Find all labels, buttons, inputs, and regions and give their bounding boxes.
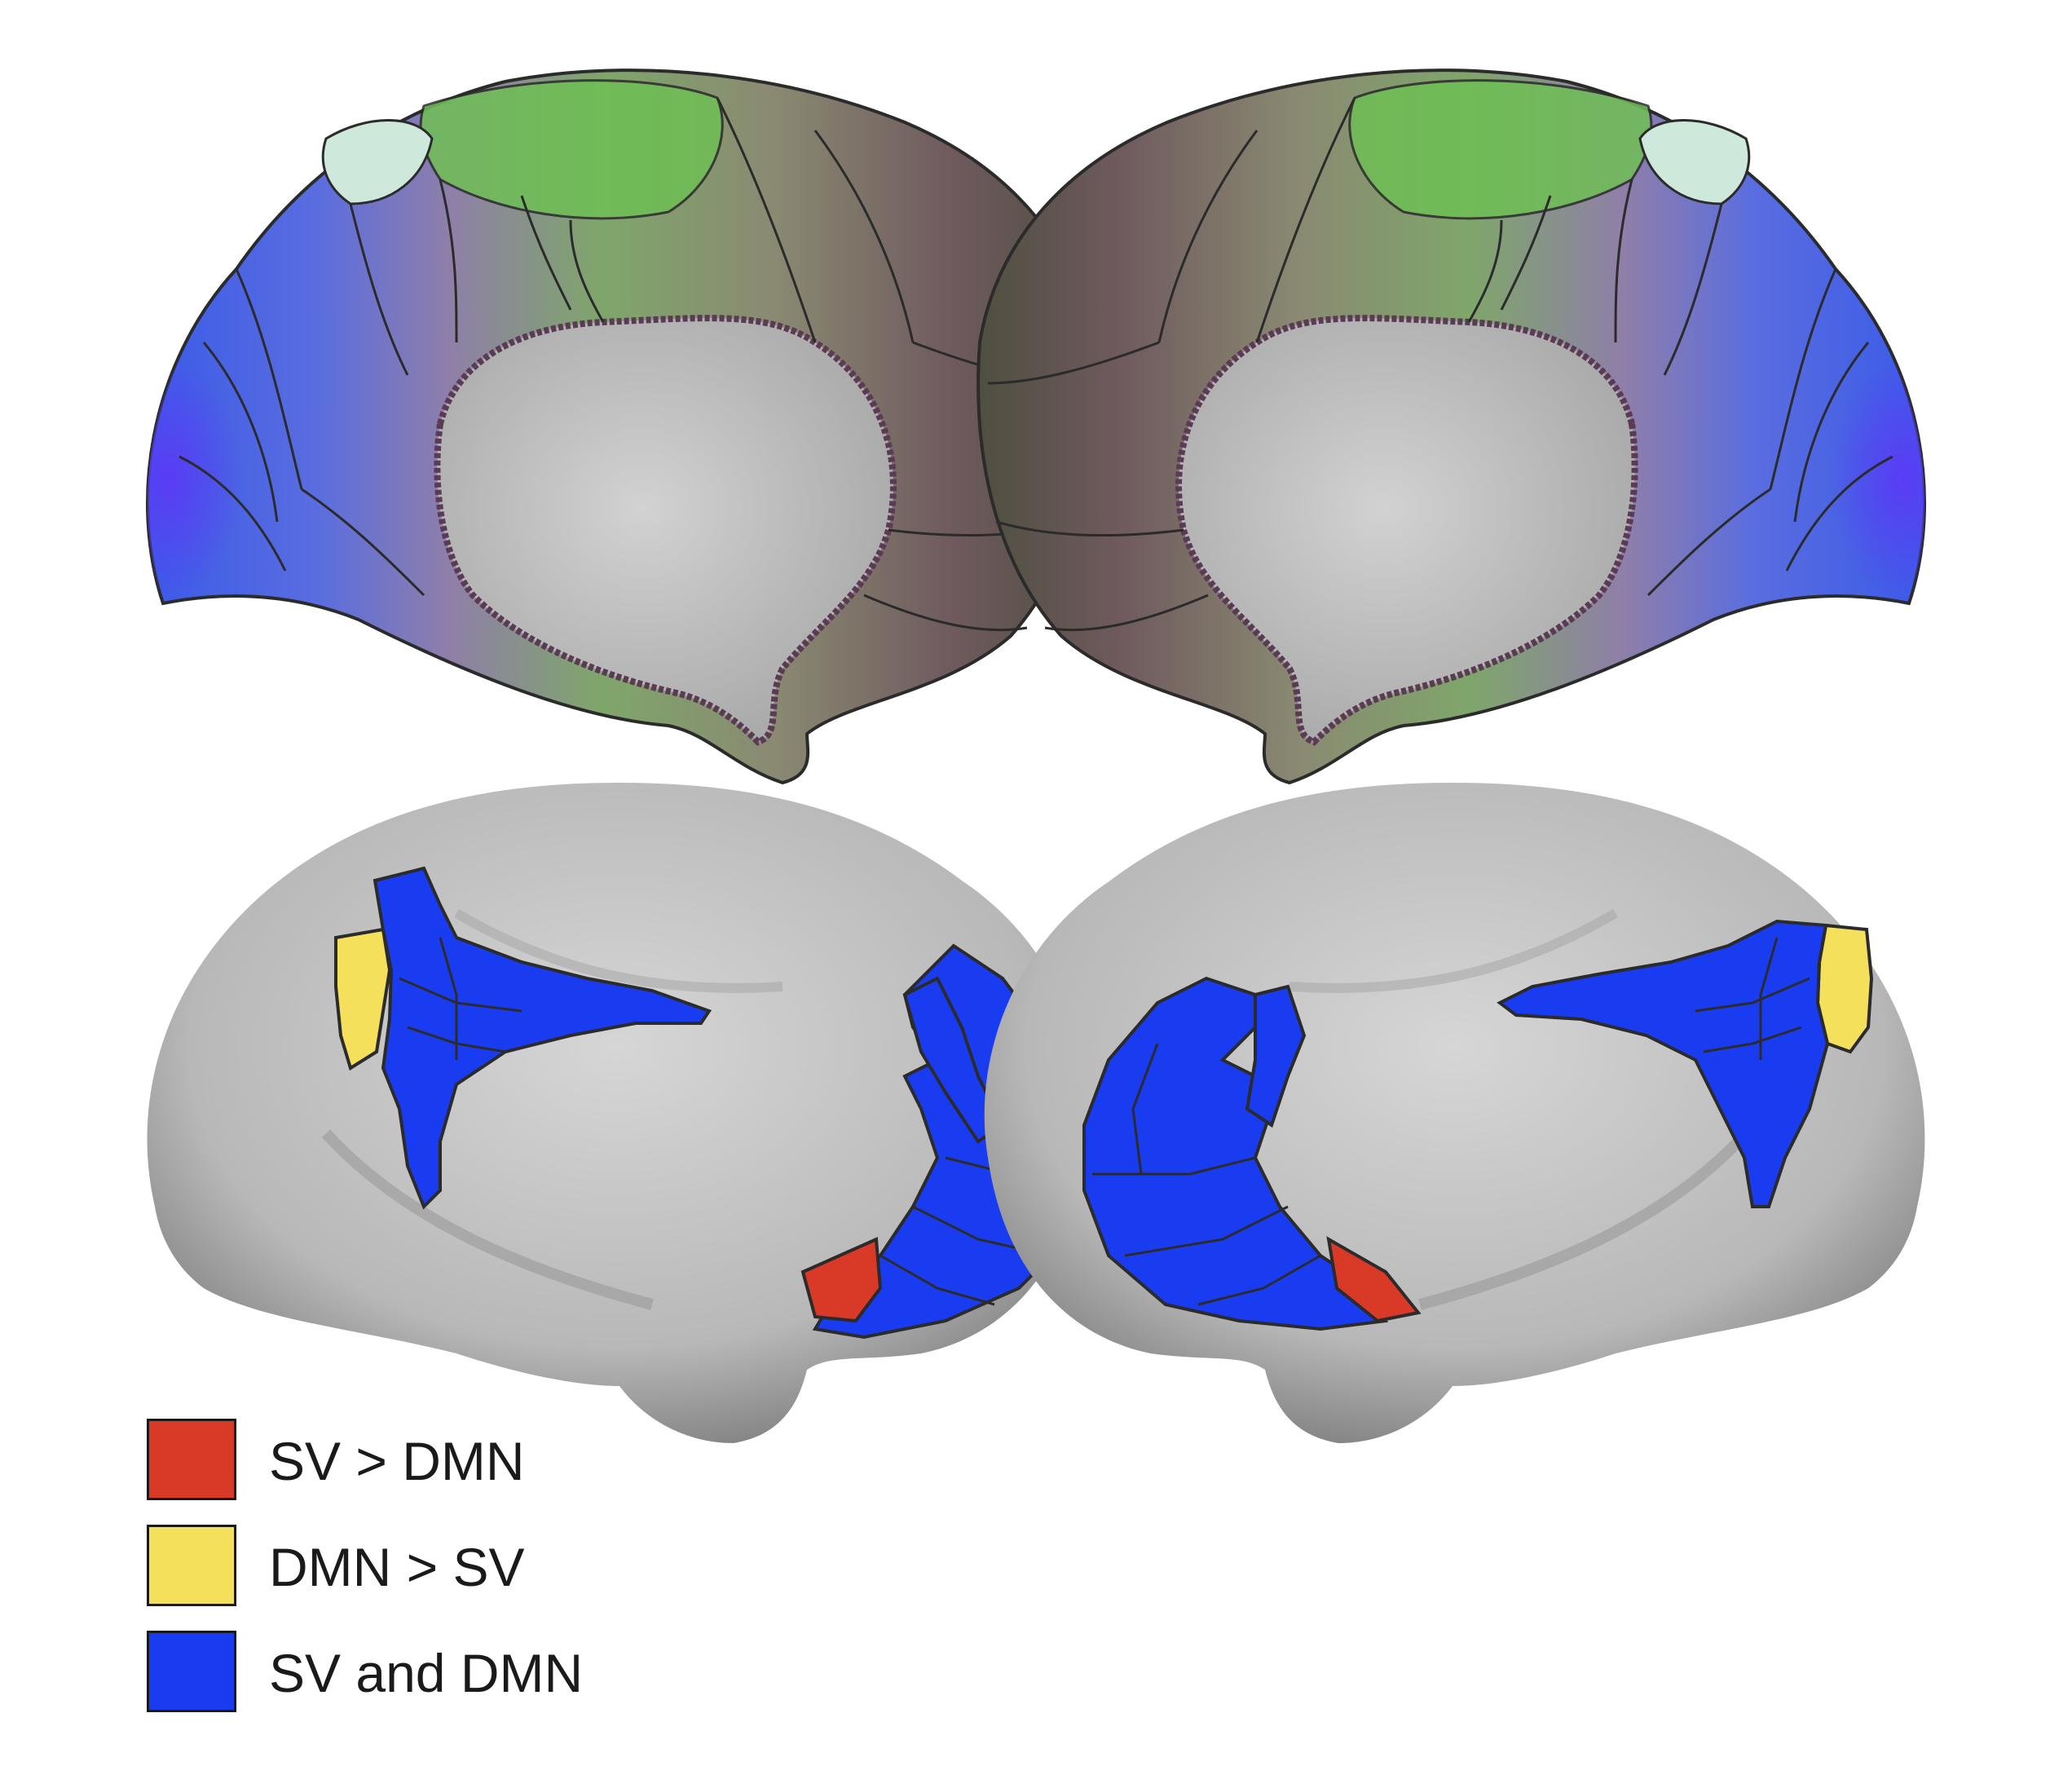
bottom-left-sulcus: [321, 1129, 654, 1310]
bottom-right-sulcus-2: [1289, 908, 1619, 993]
bottom-right-sulcus: [1418, 1129, 1751, 1310]
legend-label: DMN > SV: [269, 1537, 525, 1597]
top-left-pale-parcel: [321, 119, 434, 205]
top-left-medial-wall: [434, 315, 897, 746]
legend-item-dmn-gt-sv: DMN > SV: [147, 1525, 799, 1609]
top-right-green-cluster: [1348, 79, 1653, 220]
bottom-left-red-region: [800, 1237, 883, 1323]
legend-item-sv-gt-dmn: SV > DMN: [147, 1419, 799, 1503]
legend-label: SV and DMN: [269, 1643, 584, 1703]
bottom-left-sulcus-2: [453, 908, 783, 993]
legend-swatch-red: [147, 1419, 236, 1500]
bottom-right-blue-precuneus: [1497, 919, 1830, 1208]
legend-swatch-blue: [147, 1631, 236, 1712]
top-right-medial-wall: [1175, 315, 1638, 746]
legend-item-sv-and-dmn: SV and DMN: [147, 1631, 799, 1715]
legend-label: SV > DMN: [269, 1431, 525, 1491]
top-left-hemisphere: [146, 68, 1096, 785]
top-right-pale-parcel: [1638, 119, 1751, 205]
top-left-parcel-borders: [179, 97, 1085, 632]
top-left-green-cluster: [419, 79, 724, 220]
legend-swatch-yellow: [147, 1525, 236, 1606]
top-right-parcel-borders: [987, 97, 1893, 632]
top-left-occipital-blue: [147, 269, 359, 620]
bottom-right-overlay-borders: [1092, 937, 1810, 1306]
bottom-right-red-region: [1326, 1236, 1422, 1323]
top-right-hemisphere: [976, 68, 1926, 785]
bottom-right-blue-frontal-fingers: [1245, 984, 1307, 1128]
bottom-right-hemisphere: [984, 783, 1925, 1443]
bottom-left-hemisphere: [147, 783, 1088, 1443]
top-right-occipital-blue: [1713, 269, 1925, 620]
